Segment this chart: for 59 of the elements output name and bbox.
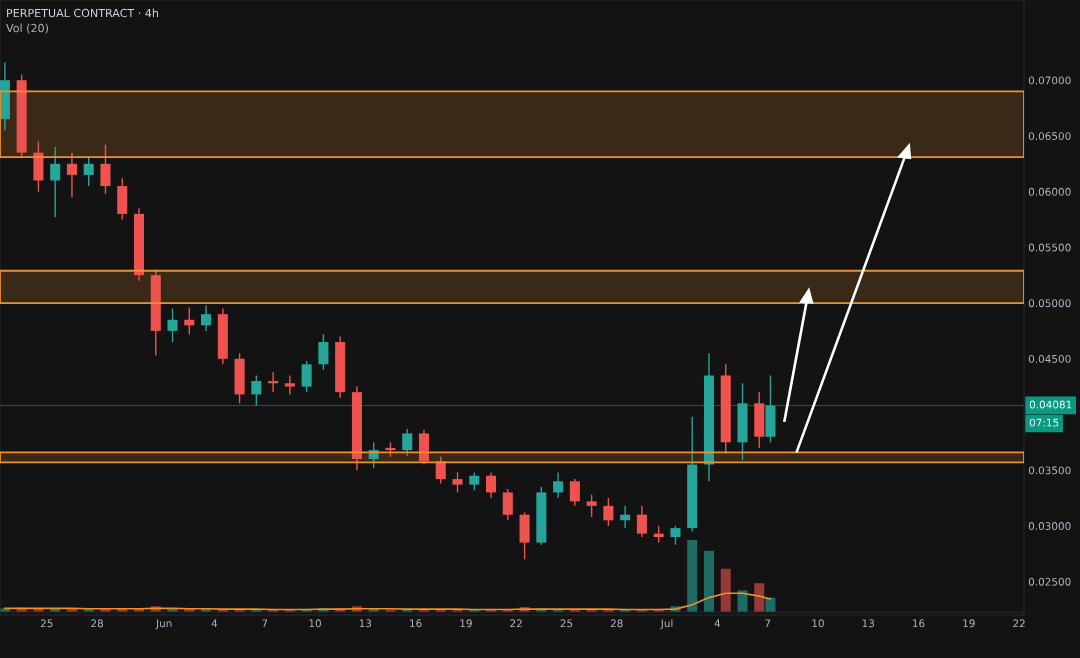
x-tick-label: 16 <box>410 619 422 628</box>
bar <box>737 590 748 612</box>
candlestick <box>636 505 647 538</box>
candlestick <box>586 493 597 518</box>
candlestick <box>167 307 178 343</box>
candlestick <box>268 371 279 393</box>
x-tick-label: 10 <box>309 619 321 628</box>
x-tick-label: 19 <box>460 619 472 628</box>
y-tick-label: 0.05500 <box>1028 243 1071 252</box>
x-tick-label: 22 <box>1013 619 1025 628</box>
y-tick-label: 0.06500 <box>1028 132 1071 141</box>
bar <box>703 550 715 612</box>
candlestick <box>553 471 564 499</box>
text: PERPETUAL CONTRACT · 4h <box>7 8 158 18</box>
y-tick-label: 0.03500 <box>1028 466 1071 475</box>
bar <box>720 568 731 612</box>
x-tick-label: 7 <box>262 619 268 628</box>
candlestick <box>670 525 681 546</box>
candlestick <box>83 155 94 187</box>
y-tick-label: 0.03000 <box>1028 522 1071 530</box>
x-tick-label: 4 <box>211 619 218 628</box>
candlestick <box>502 488 513 521</box>
x-tick-label: 22 <box>510 619 522 628</box>
candlestick <box>50 146 61 218</box>
bar <box>687 540 698 612</box>
candlestick <box>486 471 497 499</box>
y-tick-label: 0.07000 <box>1028 76 1071 85</box>
bar <box>754 583 765 612</box>
candlestick <box>284 374 295 396</box>
x-tick-label: 16 <box>913 619 925 628</box>
y-tick-label: 0.06000 <box>1028 187 1071 196</box>
x-tick-label: 19 <box>963 619 975 628</box>
x-tick-label: 7 <box>765 619 771 628</box>
candlestick <box>452 471 463 494</box>
y-tick-label: 0.02500 <box>1028 577 1071 586</box>
candlestick <box>201 304 212 332</box>
candlestick <box>251 374 262 407</box>
y-tick-label: 0.04500 <box>1028 354 1071 363</box>
x-tick-label: Jun <box>155 619 172 630</box>
ref-line-label: 0.04081 <box>1029 400 1072 409</box>
x-tick-label: 13 <box>359 619 372 628</box>
x-tick-label: 25 <box>560 619 573 628</box>
text: 07:15 <box>1029 418 1059 427</box>
candlestick <box>318 333 329 371</box>
candlestick <box>569 478 580 507</box>
candlestick <box>66 151 77 198</box>
candlestick <box>402 428 413 457</box>
candlestick <box>100 144 111 195</box>
text: Vol (20) <box>6 23 49 34</box>
x-tick-label: Jul <box>660 619 673 630</box>
x-tick-label: 28 <box>610 619 623 628</box>
x-tick-label: 4 <box>714 619 721 628</box>
x-tick-label: 13 <box>862 619 875 628</box>
x-tick-label: 10 <box>812 619 824 628</box>
x-tick-label: 25 <box>40 619 53 628</box>
y-tick-label: 0.05000 <box>1028 299 1071 308</box>
candlestick <box>603 497 614 527</box>
candlestick <box>301 360 312 393</box>
x-tick-label: 28 <box>91 619 104 628</box>
